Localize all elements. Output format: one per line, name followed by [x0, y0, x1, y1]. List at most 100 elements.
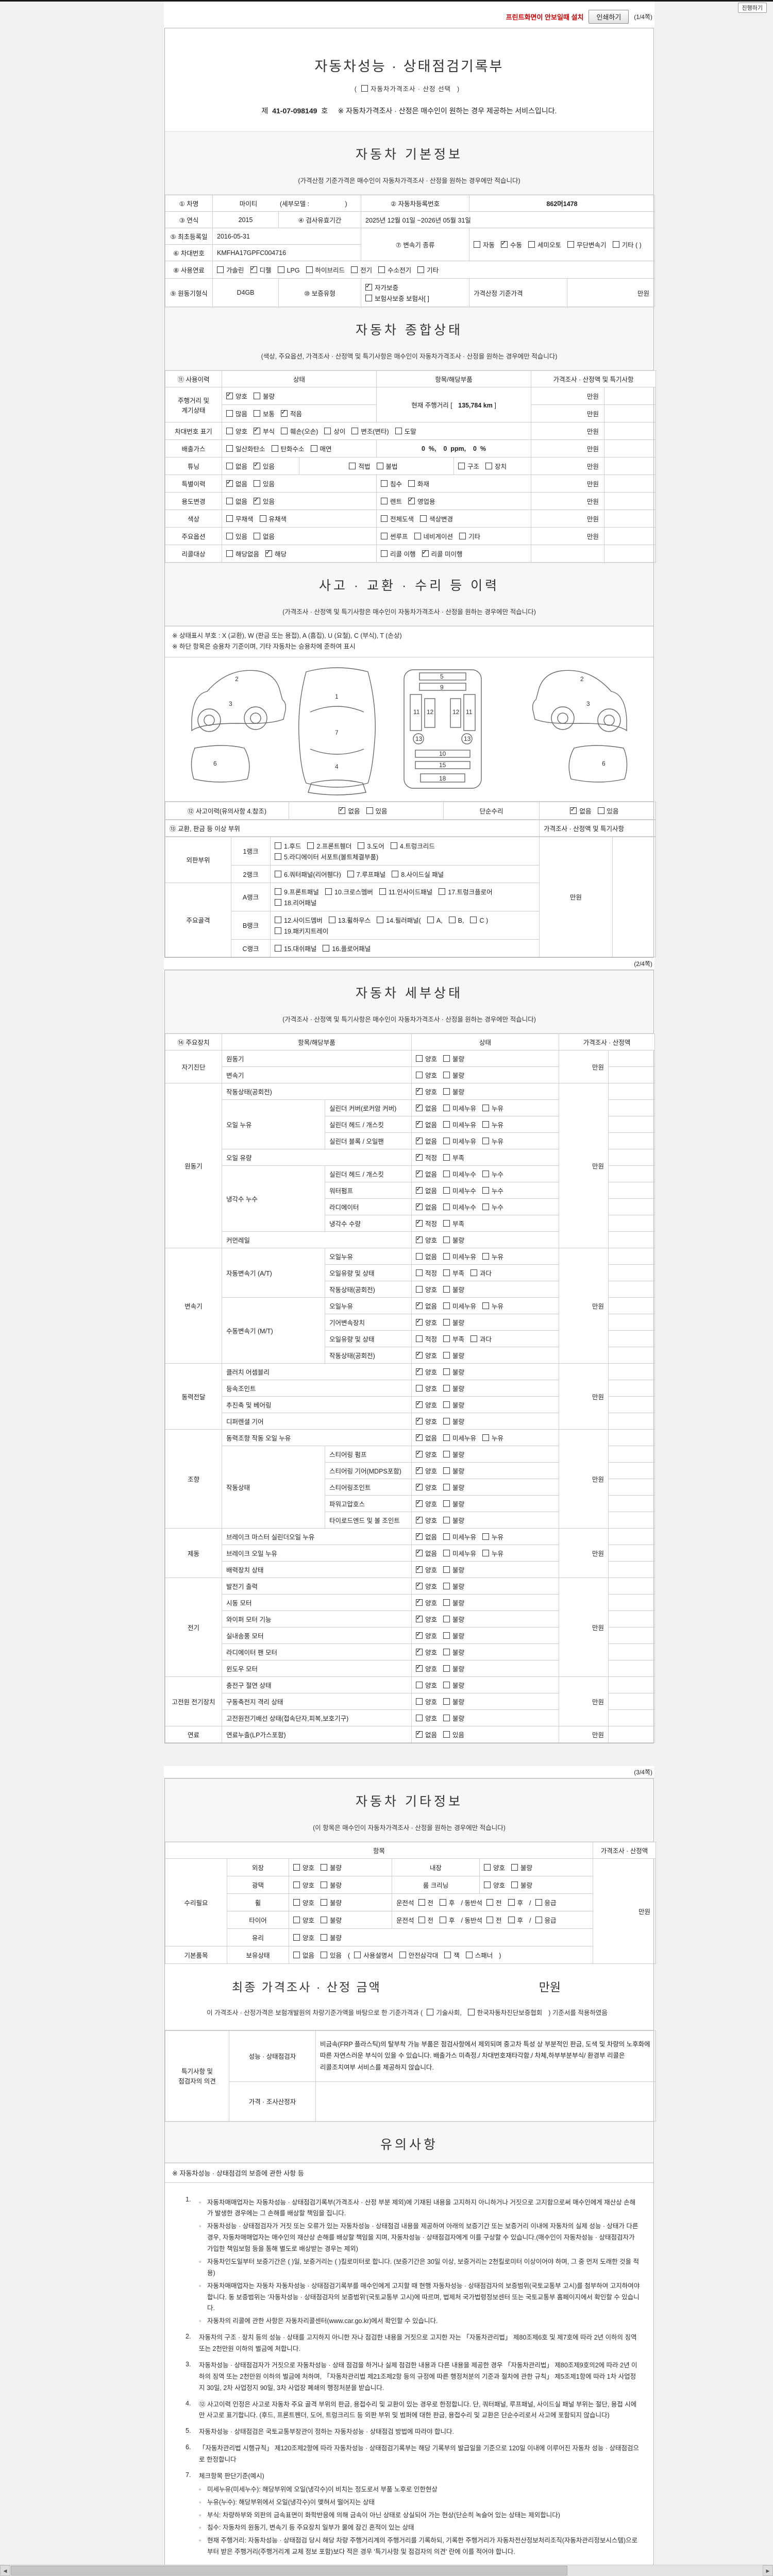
checkbox-option[interactable]: 없음: [416, 1136, 437, 1146]
checkbox-option[interactable]: 18.리어패널: [275, 897, 316, 907]
checked-checkbox-icon[interactable]: [416, 1581, 423, 1589]
checked-checkbox-icon[interactable]: [416, 1515, 423, 1523]
checkbox-option[interactable]: 수소전기: [378, 265, 411, 275]
checkbox-option[interactable]: 불량: [443, 1482, 464, 1492]
checkbox-option[interactable]: 양호: [416, 1713, 437, 1723]
checkbox-option[interactable]: 양호: [416, 1515, 437, 1525]
checkbox-option[interactable]: 불량: [443, 1499, 464, 1509]
checkbox-option[interactable]: 없음: [226, 496, 247, 506]
checkbox-option[interactable]: 누수: [482, 1202, 503, 1212]
checkbox-option[interactable]: 일산화탄소: [226, 444, 265, 453]
checkbox-option[interactable]: 불량: [443, 1449, 464, 1459]
unchecked-checkbox-icon[interactable]: [482, 1170, 490, 1177]
checkbox-option[interactable]: 19.패키지트레이: [275, 926, 328, 936]
checkbox-option[interactable]: 가솔린: [217, 265, 244, 275]
checked-checkbox-icon[interactable]: [416, 1663, 423, 1672]
checkbox-option[interactable]: 누유: [482, 1136, 503, 1146]
checkbox-option[interactable]: B,: [448, 916, 464, 924]
checkbox-option[interactable]: 사용설명서: [354, 1950, 393, 1960]
checked-checkbox-icon[interactable]: [408, 496, 415, 504]
checkbox-option[interactable]: 색상변경: [420, 514, 453, 523]
unchecked-checkbox-icon[interactable]: [275, 927, 281, 934]
checkbox-option[interactable]: 없음: [416, 1432, 437, 1443]
checked-checkbox-icon[interactable]: [416, 1498, 423, 1507]
checked-checkbox-icon[interactable]: [416, 1597, 423, 1606]
checkbox-option[interactable]: 불량: [443, 1400, 464, 1410]
checkbox-option[interactable]: 양호: [293, 1933, 314, 1942]
checkbox-option[interactable]: LPG: [277, 266, 300, 274]
checkbox-option[interactable]: 불량: [443, 1647, 464, 1657]
checkbox-option[interactable]: 없음: [416, 1168, 437, 1179]
checked-checkbox-icon[interactable]: [416, 1449, 423, 1458]
unchecked-checkbox-icon[interactable]: [443, 1483, 450, 1490]
checkbox-option[interactable]: 누유: [482, 1301, 503, 1311]
checkbox-option[interactable]: 양호: [416, 1317, 437, 1327]
unchecked-checkbox-icon[interactable]: [486, 1916, 493, 1923]
unchecked-checkbox-icon[interactable]: [443, 1269, 450, 1276]
unchecked-checkbox-icon[interactable]: [381, 533, 388, 539]
checkbox-option[interactable]: 있음: [254, 496, 275, 506]
unchecked-checkbox-icon[interactable]: [306, 266, 313, 273]
checked-checkbox-icon[interactable]: [416, 1647, 423, 1655]
checked-checkbox-icon[interactable]: [250, 264, 257, 273]
unchecked-checkbox-icon[interactable]: [254, 533, 261, 539]
checkbox-option[interactable]: 불량: [443, 1070, 464, 1080]
checkbox-option[interactable]: 불량: [443, 1466, 464, 1476]
checkbox-option[interactable]: 장치: [485, 461, 507, 471]
checked-checkbox-icon[interactable]: [416, 1317, 423, 1326]
checkbox-option[interactable]: C ): [470, 916, 488, 924]
unchecked-checkbox-icon[interactable]: [351, 428, 359, 434]
checked-checkbox-icon[interactable]: [416, 1136, 423, 1144]
checkbox-option[interactable]: 양호: [484, 1862, 505, 1872]
checkbox-option[interactable]: 있음: [226, 531, 247, 541]
checkbox-option[interactable]: 미세누수: [443, 1202, 476, 1212]
checkbox-option[interactable]: 과다: [470, 1334, 492, 1344]
checked-checkbox-icon[interactable]: [416, 1086, 423, 1095]
checked-checkbox-icon[interactable]: [416, 1218, 423, 1227]
checkbox-option[interactable]: 양호: [416, 1663, 437, 1673]
unchecked-checkbox-icon[interactable]: [482, 1187, 490, 1194]
checkbox-option[interactable]: 양호: [416, 1416, 437, 1426]
checkbox-option[interactable]: 있음: [443, 1730, 464, 1739]
checkbox-option[interactable]: 없음: [570, 805, 592, 816]
unchecked-checkbox-icon[interactable]: [381, 515, 388, 522]
checkbox-option[interactable]: 불량: [443, 1680, 464, 1690]
unchecked-checkbox-icon[interactable]: [321, 1934, 328, 1941]
checkbox-option[interactable]: 해당: [265, 548, 287, 558]
checkbox-option[interactable]: 불량: [443, 1416, 464, 1426]
checkbox-option[interactable]: 훼손(오손): [281, 426, 318, 436]
unchecked-checkbox-icon[interactable]: [443, 1549, 450, 1556]
checkbox-option[interactable]: 양호: [416, 1070, 437, 1080]
unchecked-checkbox-icon[interactable]: [275, 944, 281, 952]
unchecked-checkbox-icon[interactable]: [443, 1648, 450, 1655]
checkbox-option[interactable]: 유채색: [259, 514, 287, 523]
checkbox-option[interactable]: 양호: [416, 1482, 437, 1492]
checkbox-option[interactable]: 없음: [254, 531, 275, 541]
unchecked-checkbox-icon[interactable]: [511, 1863, 518, 1871]
checkbox-option[interactable]: 기술사회,: [427, 2008, 462, 2018]
unchecked-checkbox-icon[interactable]: [443, 1252, 450, 1260]
checkbox-option[interactable]: 부족: [443, 1153, 464, 1162]
unchecked-checkbox-icon[interactable]: [567, 241, 575, 248]
checkbox-option[interactable]: 미세누수: [443, 1185, 476, 1195]
unchecked-checkbox-icon[interactable]: [226, 550, 233, 557]
unchecked-checkbox-icon[interactable]: [508, 1916, 515, 1923]
checkbox-option[interactable]: 수동: [501, 239, 522, 249]
unchecked-checkbox-icon[interactable]: [440, 1899, 447, 1906]
unchecked-checkbox-icon[interactable]: [511, 1881, 518, 1888]
checkbox-option[interactable]: 미세누유: [443, 1548, 476, 1558]
checkbox-option[interactable]: 매연: [310, 444, 332, 453]
checkbox-option[interactable]: 누유: [482, 1532, 503, 1541]
unchecked-checkbox-icon[interactable]: [310, 445, 317, 452]
unchecked-checkbox-icon[interactable]: [416, 1714, 423, 1721]
unchecked-checkbox-icon[interactable]: [293, 1899, 300, 1906]
checkbox-option[interactable]: 양호: [416, 1498, 437, 1509]
checkbox-option[interactable]: 16.플로어패널: [323, 943, 371, 953]
unchecked-checkbox-icon[interactable]: [470, 1269, 478, 1276]
unchecked-checkbox-icon[interactable]: [443, 1285, 450, 1293]
checked-checkbox-icon[interactable]: [416, 1548, 423, 1556]
unchecked-checkbox-icon[interactable]: [443, 1615, 450, 1622]
unchecked-checkbox-icon[interactable]: [443, 1137, 450, 1144]
checkbox-option[interactable]: 부족: [443, 1218, 464, 1228]
checked-checkbox-icon[interactable]: [416, 1531, 423, 1540]
